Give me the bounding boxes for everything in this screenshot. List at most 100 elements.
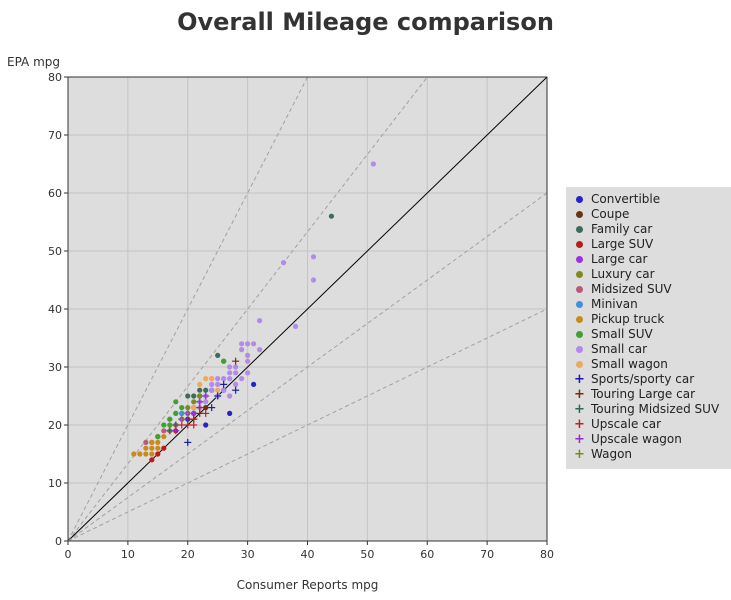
data-point	[245, 341, 251, 347]
legend-item: Small car	[574, 342, 731, 357]
legend-item: Family car	[574, 222, 731, 237]
reference-line-equal	[68, 77, 547, 541]
data-point	[280, 260, 287, 266]
data-point	[167, 416, 173, 422]
legend-dot-marker	[574, 357, 584, 372]
data-point	[233, 364, 239, 370]
legend-item: Midsized SUV	[574, 282, 731, 297]
data-point	[161, 445, 167, 451]
data-point	[185, 405, 191, 411]
data-point	[227, 370, 233, 376]
data-point	[214, 392, 222, 400]
data-point	[185, 393, 191, 399]
data-point	[155, 445, 161, 451]
x-tick-label: 50	[360, 548, 374, 561]
y-tick-label: 10	[48, 477, 62, 490]
legend-dot-marker	[574, 207, 584, 222]
chart-title: Overall Mileage comparison	[177, 8, 554, 36]
data-point	[370, 161, 376, 167]
legend-label: Large SUV	[591, 237, 654, 251]
data-point	[209, 381, 215, 387]
y-tick-label: 40	[48, 303, 62, 316]
y-tick-label: 80	[48, 71, 62, 84]
y-tick-label: 30	[48, 361, 62, 374]
legend: Convertible Coupe Family car Large SUV Large…	[566, 187, 731, 469]
legend-label: Sports/sporty car	[591, 372, 695, 386]
data-point	[227, 410, 233, 416]
legend-plus-marker: +	[574, 401, 585, 417]
data-point	[155, 451, 161, 457]
legend-item: Minivan	[574, 297, 731, 312]
legend-item: Coupe	[574, 207, 731, 222]
data-point	[197, 381, 203, 387]
x-tick-label: 80	[540, 548, 554, 561]
data-point	[196, 398, 204, 406]
x-tick-label: 30	[241, 548, 255, 561]
data-point	[173, 399, 179, 405]
y-tick-label: 20	[48, 419, 62, 432]
legend-plus-marker: +	[574, 371, 585, 387]
legend-item: Pickup truck	[574, 312, 731, 327]
legend-label: Pickup truck	[591, 312, 665, 326]
legend-dot-marker	[574, 297, 584, 312]
legend-item: Luxury car	[574, 267, 731, 282]
data-point	[191, 405, 197, 411]
data-point	[310, 254, 317, 260]
legend-item: + Touring Large car	[574, 387, 731, 402]
data-point	[203, 376, 209, 382]
data-point	[191, 393, 197, 399]
data-point	[191, 410, 197, 416]
legend-dot-marker	[574, 252, 584, 267]
x-tick-label: 10	[121, 548, 135, 561]
data-point	[190, 421, 198, 429]
legend-dot-marker	[574, 222, 584, 237]
data-point	[161, 428, 167, 434]
legend-dot-marker	[574, 267, 584, 282]
legend-item: + Upscale wagon	[574, 432, 731, 447]
legend-label: Coupe	[591, 207, 630, 221]
data-point	[149, 457, 155, 463]
legend-label: Upscale wagon	[591, 432, 682, 446]
reference-line-ratio	[68, 77, 308, 541]
legend-label: Luxury car	[591, 267, 655, 281]
legend-plus-marker: +	[574, 416, 585, 432]
data-point	[202, 409, 210, 417]
legend-dot-marker	[574, 342, 584, 357]
data-point	[233, 370, 239, 376]
data-point	[232, 357, 240, 365]
data-point	[143, 451, 149, 457]
legend-item: Large car	[574, 252, 731, 267]
data-point	[215, 381, 221, 387]
legend-plus-marker: +	[574, 431, 585, 447]
legend-label: Convertible	[591, 192, 661, 206]
data-point	[227, 393, 233, 399]
data-point	[245, 370, 251, 376]
data-point	[221, 376, 227, 382]
y-axis-label: EPA mpg	[7, 55, 60, 69]
data-point	[149, 445, 155, 451]
legend-label: Large car	[591, 252, 648, 266]
data-point	[172, 427, 180, 435]
data-point	[209, 376, 215, 382]
data-point	[215, 387, 221, 393]
legend-label: Small car	[591, 342, 648, 356]
data-point	[137, 451, 143, 457]
legend-dot-marker	[574, 312, 584, 327]
data-point	[161, 422, 167, 428]
data-point	[257, 318, 263, 324]
data-point	[203, 399, 209, 405]
data-point	[173, 410, 179, 416]
legend-item: + Wagon	[574, 447, 731, 462]
legend-item: Small SUV	[574, 327, 731, 342]
reference-line-ratio	[68, 308, 547, 541]
data-point	[184, 438, 192, 446]
data-point	[197, 393, 203, 399]
legend-label: Small wagon	[591, 357, 668, 371]
y-tick-label: 50	[48, 245, 62, 258]
legend-dot-marker	[574, 327, 584, 342]
y-tick-label: 0	[55, 535, 62, 548]
data-point	[245, 358, 251, 364]
x-tick-label: 20	[181, 548, 195, 561]
reference-line-ratio	[68, 192, 547, 541]
data-point	[155, 439, 161, 445]
